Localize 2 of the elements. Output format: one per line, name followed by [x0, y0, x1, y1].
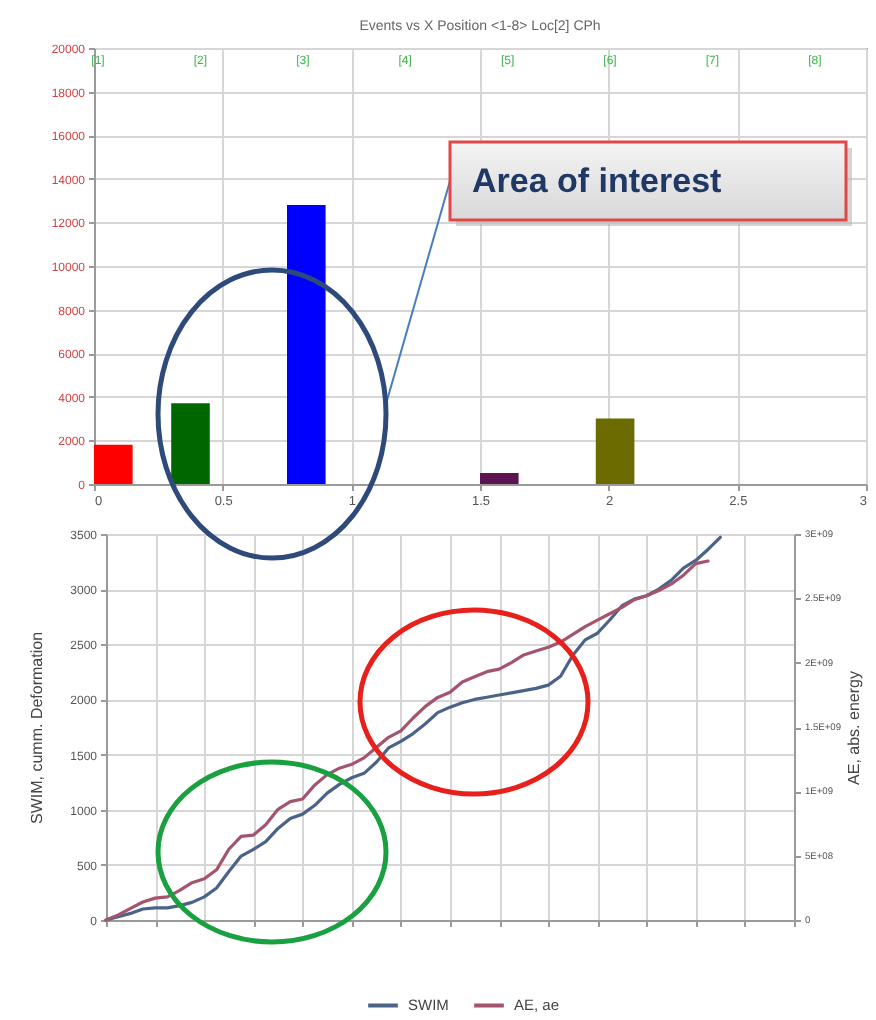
y2-axis-title: AE, abs. energy: [845, 671, 864, 785]
y-axis-title: SWIM, cumm. Deformation: [28, 631, 47, 825]
